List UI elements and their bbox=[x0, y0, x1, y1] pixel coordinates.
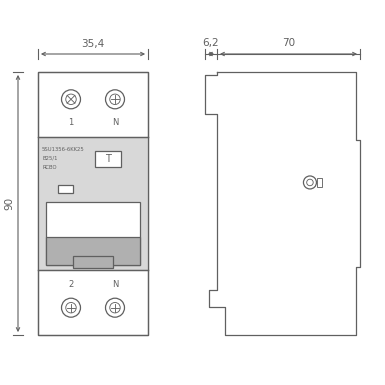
Text: T: T bbox=[105, 154, 111, 164]
Text: 70: 70 bbox=[282, 38, 295, 48]
Circle shape bbox=[66, 94, 76, 104]
Text: 6,2: 6,2 bbox=[203, 38, 219, 48]
Bar bbox=[38, 137, 148, 270]
Text: 5SU1356-6KK25: 5SU1356-6KK25 bbox=[42, 147, 85, 152]
Text: RCBO: RCBO bbox=[42, 164, 57, 169]
Circle shape bbox=[62, 90, 80, 109]
Bar bbox=[95, 151, 121, 167]
Circle shape bbox=[303, 176, 316, 189]
Bar bbox=[73, 256, 113, 268]
Text: 90: 90 bbox=[4, 197, 14, 210]
Text: 35,4: 35,4 bbox=[81, 39, 105, 49]
Bar bbox=[38, 72, 148, 335]
Text: N: N bbox=[112, 280, 118, 289]
Text: B25/1: B25/1 bbox=[42, 156, 57, 161]
Text: 1: 1 bbox=[69, 118, 74, 127]
Text: N: N bbox=[112, 118, 118, 127]
Circle shape bbox=[307, 179, 313, 186]
Circle shape bbox=[66, 303, 76, 313]
Bar bbox=[46, 237, 140, 265]
Circle shape bbox=[110, 94, 120, 104]
Text: 2: 2 bbox=[69, 280, 74, 289]
Bar bbox=[318, 178, 323, 187]
Bar bbox=[38, 72, 148, 335]
Circle shape bbox=[105, 90, 124, 109]
Bar bbox=[58, 185, 73, 193]
Bar bbox=[46, 202, 140, 265]
Circle shape bbox=[110, 303, 120, 313]
Circle shape bbox=[62, 298, 80, 317]
Circle shape bbox=[105, 298, 124, 317]
